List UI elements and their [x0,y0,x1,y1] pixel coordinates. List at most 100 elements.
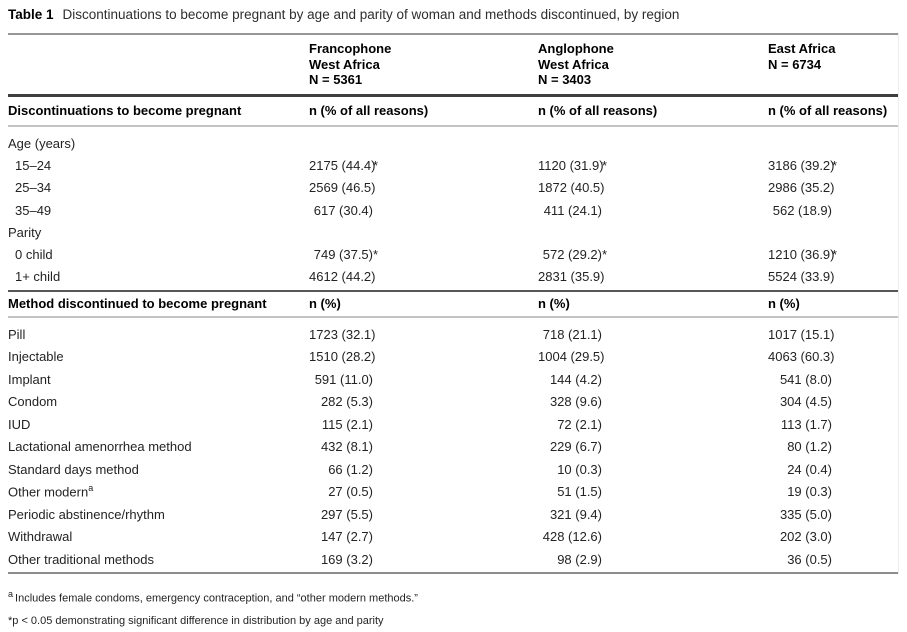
table-row-lactational-amenorrhea: Lactational amenorrhea method 432 (8.1) … [8,435,898,458]
value-cell: 749 (37.5)* [313,247,379,263]
value-cell: 144 (4.2) [549,371,602,387]
value-cell: 66 (1.2) [328,461,373,477]
value-cell: 718 (21.1) [542,326,602,342]
measure-label: n (%) [309,296,341,312]
section-header-discontinuations: Discontinuations to become pregnant n (%… [8,97,898,125]
row-label: Other moderna [8,483,309,499]
table-row-parity-1plus-child: 1+ child 4612 (44.2) 2831 (35.9) 5524 (3… [8,266,898,288]
section-age-parity: Age (years) 15–24 2175 (44.4)* 1120 (31.… [8,127,898,290]
value-cell: 19 (0.3) [787,484,832,500]
column-header-n: N = 6734 [768,56,822,72]
value-cell: 3186 (39.2)* [768,158,838,174]
table-row-withdrawal: Withdrawal 147 (2.7) 428 (12.6) 202 (3.0… [8,525,898,548]
row-label-text: Other modern [8,484,89,500]
column-header-east-africa: East Africa N = 6734 [768,41,898,88]
footnote-a: a Includes female condoms, emergency cont… [8,583,899,610]
footnote-text: Includes female condoms, emergency contr… [15,592,418,605]
column-header-line: East Africa [768,41,836,56]
table-row-condom: Condom 282 (5.3) 328 (9.6) 304 (4.5) [8,390,898,413]
column-header-line: West Africa [538,56,609,72]
table-title: Table 1 Discontinuations to become pregna… [8,7,899,33]
measure-label: n (% of all reasons) [768,103,888,118]
value-cell: 591 (11.0) [314,371,373,387]
group-label: Parity [8,224,42,240]
divider-method-section [8,289,898,292]
value-cell: 1004 (29.5) [538,349,605,365]
table-row-pill: Pill 1723 (32.1) 718 (21.1) 1017 (15.1) [8,323,898,346]
table-row-parity-0-child: 0 child 749 (37.5)* 572 (29.2)* 1210 (36… [8,243,898,265]
measure-label: n (% of all reasons) [538,103,658,118]
value-cell: 51 (1.5) [557,484,602,500]
value-cell: 1120 (31.9)* [538,158,608,174]
row-label: 35–49 [15,202,52,218]
value-cell: 24 (0.4) [787,461,832,477]
table-caption: Discontinuations to become pregnant by a… [62,7,680,22]
section-methods: Pill 1723 (32.1) 718 (21.1) 1017 (15.1) … [8,318,898,573]
value-cell: 1872 (40.5) [538,180,605,196]
table-row-other-traditional: Other traditional methods 169 (3.2) 98 (… [8,548,898,571]
value-cell: 147 (2.7) [320,529,373,545]
value-cell: 113 (1.7) [780,416,832,432]
footnote-text: *p < 0.05 demonstrating significant diff… [8,614,384,627]
table-row-periodic-abstinence: Periodic abstinence/rhythm 297 (5.5) 321… [8,503,898,526]
measure-label: n (% of all reasons) [309,103,429,118]
table-row-injectable: Injectable 1510 (28.2) 1004 (29.5) 4063 … [8,345,898,368]
measure-label: n (%) [538,296,570,312]
footnote-significance: *p < 0.05 demonstrating significant diff… [8,610,899,632]
value-cell: 1210 (36.9)* [768,247,838,263]
column-header-n: N = 5361 [309,72,363,87]
column-header-line: Francophone [309,41,392,56]
value-cell: 27 (0.5) [328,484,373,500]
value-cell: 169 (3.2) [320,551,373,567]
section-header-label: Method discontinued to become pregnant [8,296,267,312]
table-row-iud: IUD 115 (2.1) 72 (2.1) 113 (1.7) [8,413,898,436]
value-cell: 572 (29.2)* [542,247,608,263]
group-row-parity: Parity [8,221,898,243]
value-cell: 411 (24.1) [543,202,602,218]
footnote-marker-a: a [8,589,14,600]
row-label: Injectable [8,349,64,365]
footnotes: a Includes female condoms, emergency cont… [8,574,899,632]
row-label: Pill [8,326,26,342]
row-label: Condom [8,394,58,410]
value-cell: 4612 (44.2) [309,269,376,285]
row-label: 15–24 [15,158,52,174]
row-label: IUD [8,416,31,432]
value-cell: 202 (3.0) [779,529,832,545]
table: Francophone West Africa N = 5361 Angloph… [8,33,899,575]
table-row-other-modern: Other moderna 27 (0.5) 51 (1.5) 19 (0.3) [8,480,898,503]
divider-light [8,315,898,318]
section-header-label: Discontinuations to become pregnant [8,103,242,118]
footnote-marker-a: a [88,483,94,494]
divider-light [8,124,898,127]
row-label: Periodic abstinence/rhythm [8,506,165,522]
value-cell: 432 (8.1) [320,439,373,455]
column-header-line: West Africa [309,56,380,72]
row-label: 1+ child [15,269,61,285]
column-header-line: Anglophone [538,41,614,56]
row-label: Standard days method [8,461,139,477]
value-cell: 1017 (15.1) [768,326,835,342]
table-row-age-35-49: 35–49 617 (30.4) 411 (24.1) 562 (18.9) [8,199,898,221]
table-row-age-25-34: 25–34 2569 (46.5) 1872 (40.5) 2986 (35.2… [8,177,898,199]
row-label: 25–34 [15,180,52,196]
value-cell: 328 (9.6) [549,394,602,410]
column-header-francophone-west-africa: Francophone West Africa N = 5361 [309,41,538,88]
table-row-implant: Implant 591 (11.0) 144 (4.2) 541 (8.0) [8,368,898,391]
row-label: Other traditional methods [8,551,154,567]
group-label: Age (years) [8,136,76,152]
column-header-n: N = 3403 [538,72,592,87]
value-cell: 2986 (35.2) [768,180,835,196]
value-cell: 282 (5.3) [320,394,373,410]
value-cell: 541 (8.0) [779,371,832,387]
value-cell: 80 (1.2) [787,439,832,455]
value-cell: 304 (4.5) [779,394,832,410]
row-label: Withdrawal [8,529,73,545]
group-row-age: Age (years) [8,133,898,155]
table-row-age-15-24: 15–24 2175 (44.4)* 1120 (31.9)* 3186 (39… [8,155,898,177]
row-label: 0 child [15,247,53,263]
value-cell: 229 (6.7) [549,439,602,455]
value-cell: 335 (5.0) [779,506,832,522]
value-cell: 617 (30.4) [313,202,373,218]
